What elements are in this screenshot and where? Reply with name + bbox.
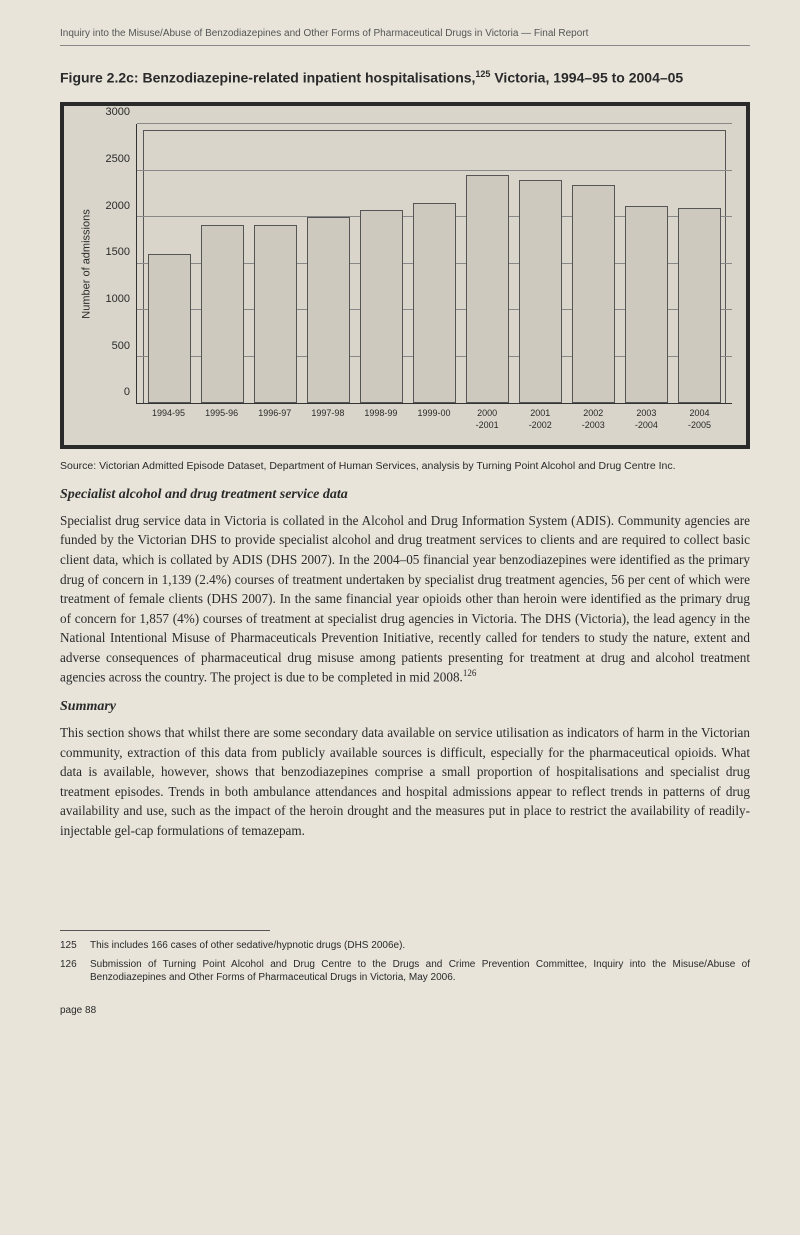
- bar: [201, 225, 244, 404]
- y-tick-label: 2000: [106, 200, 130, 212]
- x-tick-label: 1996-97: [253, 408, 296, 431]
- x-tick-label: 1999-00: [412, 408, 455, 431]
- running-header: Inquiry into the Misuse/Abuse of Benzodi…: [60, 28, 750, 46]
- y-tick-label: 1500: [106, 246, 130, 258]
- x-tick-label: 1994-95: [147, 408, 190, 431]
- y-tick-label: 500: [112, 340, 130, 352]
- footnote-text: Submission of Turning Point Alcohol and …: [90, 958, 750, 985]
- x-tick-label: 2000 -2001: [466, 408, 509, 431]
- x-ticks: 1994-95 1995-96 1996-97 1997-98 1998-99 1999-…: [136, 404, 732, 431]
- footnote: 126Submission of Turning Point Alcohol a…: [60, 958, 750, 985]
- x-tick-label: 2004 -2005: [678, 408, 721, 431]
- bar: [148, 254, 191, 403]
- x-tick-label: 1998-99: [359, 408, 402, 431]
- chart-source: Source: Victorian Admitted Episode Datas…: [60, 459, 750, 473]
- page-number: page 88: [60, 1005, 750, 1016]
- footnote-number: 125: [60, 939, 90, 953]
- bar: [360, 210, 403, 403]
- para1-sup: 126: [463, 668, 477, 678]
- bars-group: [137, 124, 732, 403]
- gridline: [137, 170, 732, 171]
- y-axis-label: Number of admissions: [81, 210, 93, 319]
- chart-area: Number of admissions 0 500 1000 1500 2000 250…: [78, 124, 732, 404]
- y-tick-label: 0: [124, 386, 130, 398]
- bar: [466, 175, 509, 403]
- x-tick-label: 1997-98: [306, 408, 349, 431]
- x-tick-label: 2003 -2004: [625, 408, 668, 431]
- y-ticks: 050010001500200025003000: [96, 124, 136, 404]
- subhead-specialist: Specialist alcohol and drug treatment se…: [60, 487, 750, 503]
- gridline: [137, 123, 732, 124]
- footnote-text: This includes 166 cases of other sedativ…: [90, 939, 750, 953]
- y-tick-label: 2500: [106, 153, 130, 165]
- figure-prefix: Figure 2.2c:: [60, 70, 139, 86]
- para-specialist: Specialist drug service data in Victoria…: [60, 511, 750, 687]
- footnote-rule: [60, 930, 270, 931]
- bar: [307, 217, 350, 403]
- bar: [254, 225, 297, 404]
- bar: [519, 180, 562, 403]
- figure-title: Figure 2.2c: Benzodiazepine-related inpa…: [60, 68, 750, 88]
- bar: [572, 185, 615, 404]
- subhead-summary: Summary: [60, 699, 750, 715]
- figure-title-2: Victoria, 1994–95 to 2004–05: [490, 70, 683, 86]
- para-summary: This section shows that whilst there are…: [60, 723, 750, 840]
- footnote: 125This includes 166 cases of other seda…: [60, 939, 750, 953]
- x-tick-label: 1995-96: [200, 408, 243, 431]
- bar: [678, 208, 721, 403]
- figure-sup: 125: [475, 69, 490, 79]
- chart-container: Number of admissions 0 500 1000 1500 2000 250…: [60, 102, 750, 449]
- footnote-number: 126: [60, 958, 90, 985]
- footnotes: 125This includes 166 cases of other seda…: [60, 930, 750, 985]
- ylabel-wrap: Number of admissions: [78, 124, 96, 404]
- bar: [413, 203, 456, 403]
- figure-title-1: Benzodiazepine-related inpatient hospita…: [139, 70, 476, 86]
- x-tick-label: 2001 -2002: [519, 408, 562, 431]
- para1-text: Specialist drug service data in Victoria…: [60, 513, 750, 685]
- plot-area: [136, 124, 732, 404]
- y-tick-label: 1000: [106, 293, 130, 305]
- x-tick-label: 2002 -2003: [572, 408, 615, 431]
- bar: [625, 206, 668, 403]
- y-tick-label: 3000: [106, 106, 130, 118]
